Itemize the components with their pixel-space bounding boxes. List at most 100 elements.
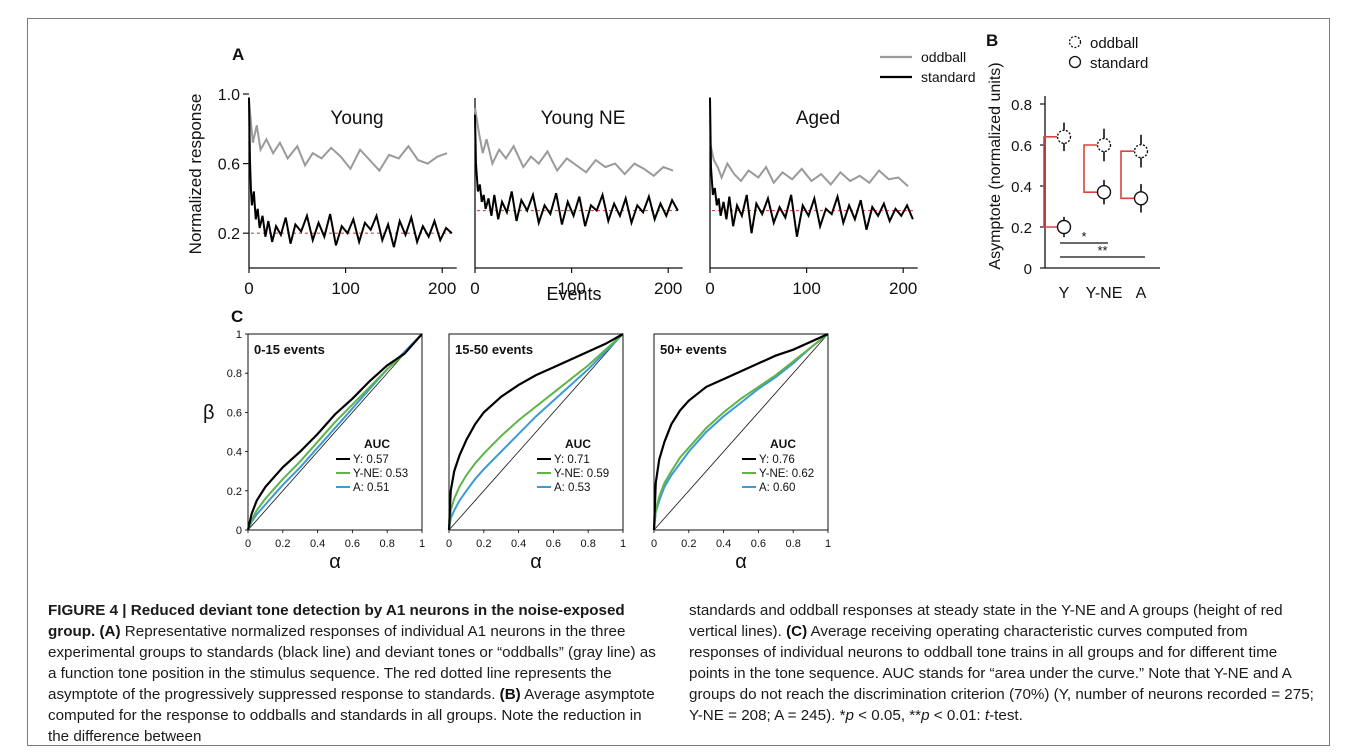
panel-b-oddball-point xyxy=(1133,143,1149,159)
panel-c-subplot: 0 0.2 0.4 0.6 0.8 1 α 15-50 events AUC Y: 0.71 Y-N… xyxy=(446,333,626,573)
caption-c-text-4: -test. xyxy=(989,707,1023,724)
panel-b-oddball-point xyxy=(1096,137,1112,153)
panel-b-legend: oddball standard xyxy=(1068,35,1148,72)
panel-c-xtick-label: 0.4 xyxy=(716,538,731,550)
panel-c-xtick-label: 0.6 xyxy=(751,538,766,550)
panel-a-xtick-label: 200 xyxy=(428,279,456,298)
panel-c-ytick-label: 0.4 xyxy=(227,447,242,459)
panel-b-ytick-label: 0.2 xyxy=(1011,220,1032,237)
panel-a-xtick-label: 0 xyxy=(470,279,479,298)
panel-label-b: B xyxy=(986,31,998,50)
caption-a-text: Representative normalized responses of i… xyxy=(48,623,656,703)
panel-a-xtick-label: 200 xyxy=(654,279,682,298)
panel-b-ytick-label: 0 xyxy=(1024,261,1032,278)
panel-a-subplot-title: Young xyxy=(330,108,383,129)
panel-c-legend-title: AUC xyxy=(364,437,390,451)
panel-c-xtick-label: 0.6 xyxy=(546,538,561,550)
panel-c-roc-curve xyxy=(653,333,829,531)
panel-a-ytick-label: 0.6 xyxy=(218,157,240,174)
panel-c-legend-label: A: 0.60 xyxy=(759,482,795,494)
panel-c-legend-label: Y-NE: 0.59 xyxy=(554,468,609,480)
panel-b-standard-point xyxy=(1096,184,1112,200)
panel-c-roc-curve xyxy=(447,333,624,531)
panel-b-ytick-label: 0.6 xyxy=(1011,138,1032,155)
panel-c-subplot-title: 50+ events xyxy=(660,342,727,357)
panel-a-subplot-title: Young NE xyxy=(541,108,626,129)
panel-c-ytick-label: 0.2 xyxy=(227,486,242,498)
panel-a-xtick-label: 100 xyxy=(792,279,820,298)
panel-c-ytick-label: 0 xyxy=(236,525,242,537)
caption-b-text-end: standards and oddball responses at stead… xyxy=(689,602,1283,640)
panel-a-subplot: 0 100 200 Aged xyxy=(705,97,918,298)
panel-c-subplot-title: 15-50 events xyxy=(455,342,533,357)
panel-a-xtick-label: 0 xyxy=(244,279,253,298)
panel-c-legend-label: Y-NE: 0.53 xyxy=(353,468,408,480)
panel-b-ytick-label: 0.8 xyxy=(1011,97,1032,114)
panel-c-roc-curve xyxy=(653,333,829,531)
panel-a-oddball-line xyxy=(709,142,909,187)
panel-c-roc-curve xyxy=(448,333,624,531)
panel-c-legend-title: AUC xyxy=(565,437,591,451)
panel-a-standard-line xyxy=(474,114,679,227)
panel-a-xtick-label: 200 xyxy=(889,279,917,298)
panel-c-xtick-label: 0.8 xyxy=(380,538,395,550)
panel-b-significance-label: * xyxy=(1081,229,1086,244)
panel-c-legend-label: Y: 0.71 xyxy=(554,454,590,466)
panel-c-ytick-label: 1 xyxy=(236,329,242,341)
panel-b-legend-label: oddball xyxy=(1090,35,1138,52)
panel-b-xtick-label: Y-NE xyxy=(1086,285,1123,302)
caption-c-text-3: < 0.01: xyxy=(929,707,985,724)
panel-a-xlabel: Events xyxy=(546,284,601,304)
caption-c-text-2: < 0.05, ** xyxy=(853,707,922,724)
panel-c-xtick-label: 1 xyxy=(419,538,425,550)
panel-c-chance-line xyxy=(653,333,829,531)
panel-c-legend-label: Y: 0.57 xyxy=(353,454,389,466)
panel-label-c: C xyxy=(231,307,243,326)
panel-b-significance-label: ** xyxy=(1097,243,1107,258)
panel-c-axes-box xyxy=(653,333,829,531)
panel-a-legend: oddball standard xyxy=(880,49,975,85)
panel-b: B Asymptote (normalized units) oddball st… xyxy=(986,31,1160,302)
panel-a-subplots: 0.2 0.6 1.0 0 100 200 Young 0 100 200 Young NE 0 100… xyxy=(218,87,918,298)
panel-b-ytick-label: 0.4 xyxy=(1011,179,1032,196)
caption-p-symbol-2: p xyxy=(921,707,930,724)
panel-c-xlabel: α xyxy=(329,551,341,573)
panel-b-standard-point xyxy=(1056,219,1072,235)
panel-c-xlabel: α xyxy=(735,551,747,573)
panel-c-xtick-label: 1 xyxy=(825,538,831,550)
caption-title: FIGURE 4 | Reduced deviant tone detectio… xyxy=(48,602,625,640)
panel-c-axes-box xyxy=(247,333,423,531)
panel-a-standard-line xyxy=(248,97,453,248)
panel-c-legend-label: A: 0.51 xyxy=(353,482,389,494)
panel-c-roc-curve xyxy=(247,333,423,531)
panel-a-subplot: 0 100 200 Young xyxy=(244,97,457,298)
panel-c-subplot-title: 0-15 events xyxy=(254,342,325,357)
panel-c-xtick-label: 0 xyxy=(245,538,251,550)
panel-c-chance-line xyxy=(247,333,423,531)
caption-b-text-start: Average asymptote computed for the respo… xyxy=(48,686,655,745)
panel-c-xtick-label: 0 xyxy=(446,538,452,550)
panel-c-xtick-label: 0.2 xyxy=(681,538,696,550)
panel-a-legend-label: oddball xyxy=(921,49,966,65)
caption-right-column: standards and oddball responses at stead… xyxy=(689,600,1315,726)
panel-c-xtick-label: 0.8 xyxy=(581,538,596,550)
panel-a-xtick-label: 100 xyxy=(331,279,359,298)
panel-c-xtick-label: 0 xyxy=(651,538,657,550)
panel-a-xtick-label: 100 xyxy=(557,279,585,298)
panel-c-subplot: 00 0.2 0.2 0.4 0.4 0.6 0.6 0.8 0.8 1 1 α 0-15 events… xyxy=(227,329,425,573)
panel-b-standard-point xyxy=(1133,191,1149,206)
panel-a-ytick-label: 0.2 xyxy=(218,226,240,243)
caption-p-symbol-1: p xyxy=(845,707,854,724)
panel-c-legend-label: Y: 0.76 xyxy=(759,454,795,466)
caption-b-label: (B) xyxy=(499,686,521,703)
panel-a-ytick-label: 1.0 xyxy=(218,87,240,104)
panel-a-standard-line xyxy=(709,97,914,237)
panel-c-xtick-label: 0.4 xyxy=(511,538,526,550)
panel-c-roc-curve xyxy=(448,333,624,531)
panel-c-xtick-label: 0.6 xyxy=(345,538,360,550)
panel-a: A Normalized response Events oddball stan… xyxy=(186,45,975,304)
panel-b-plot: 00.20.40.60.8Y Y-NE A*** xyxy=(1011,96,1160,302)
panel-b-xtick-label: A xyxy=(1136,285,1147,302)
panel-c-xtick-label: 0.2 xyxy=(476,538,491,550)
